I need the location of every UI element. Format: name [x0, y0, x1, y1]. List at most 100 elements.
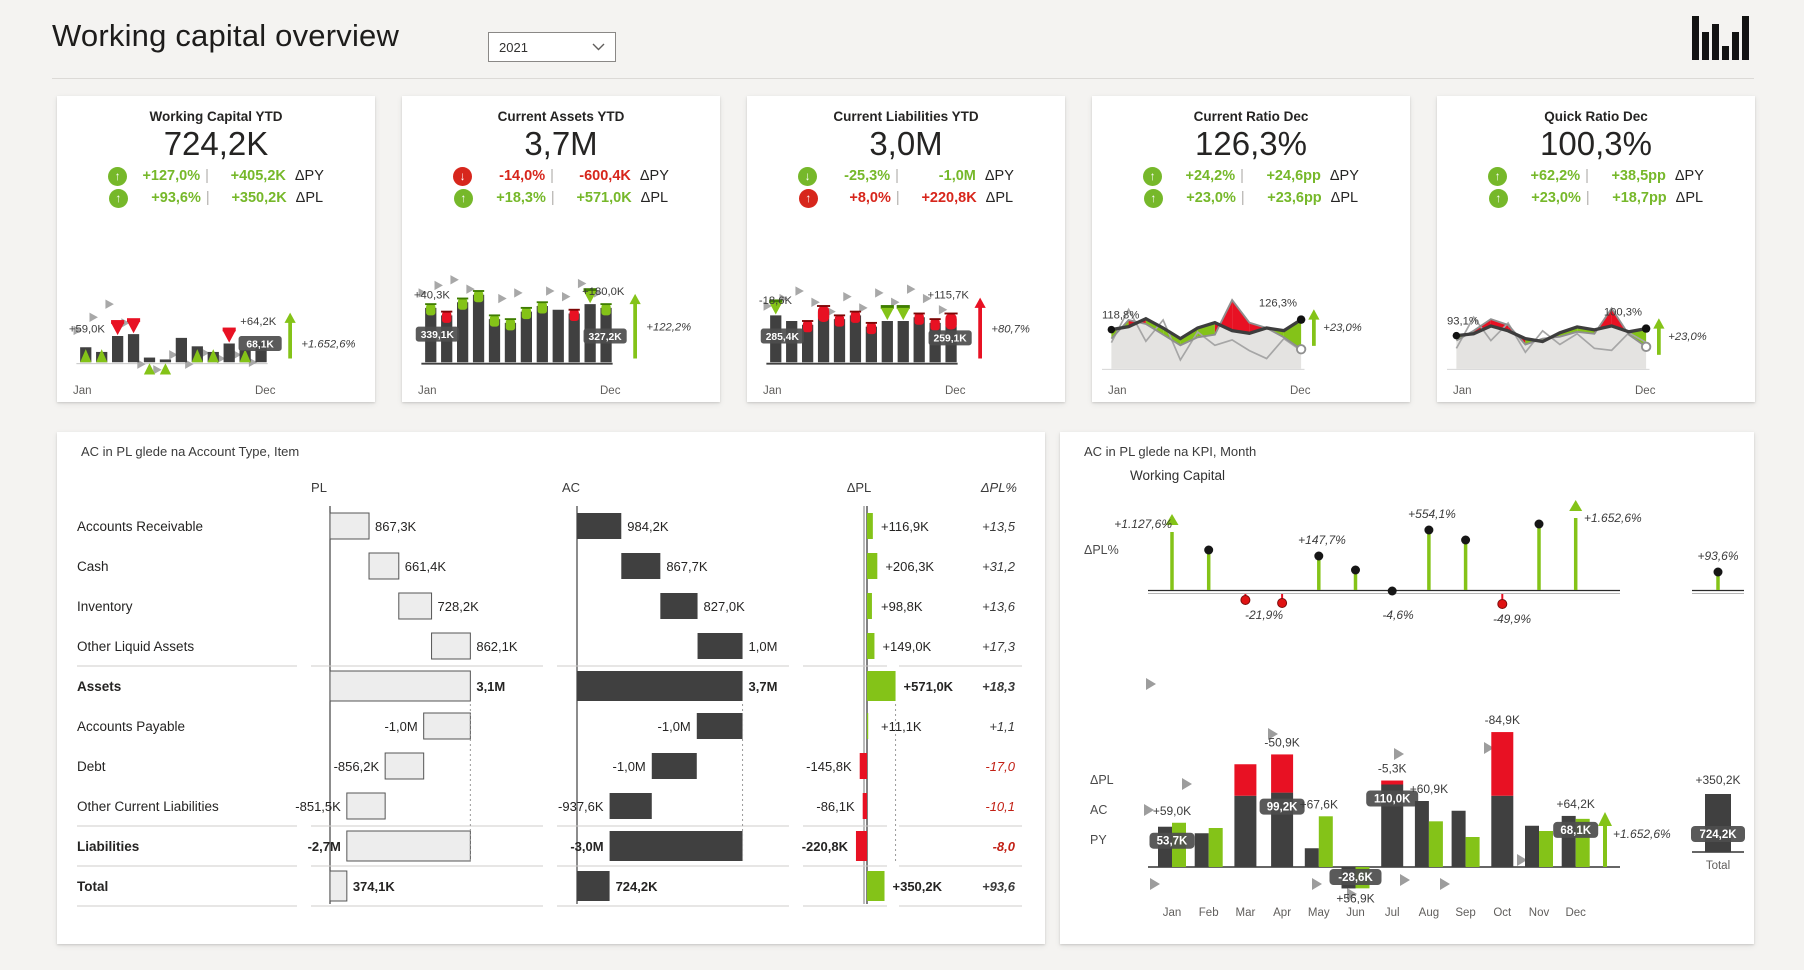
month-label: Dec [1565, 907, 1586, 919]
pl-bar [368, 552, 400, 580]
kpi-separator: | [1585, 190, 1590, 207]
kpi-arrow-up-icon: ↑ [1143, 166, 1163, 186]
value-label: +59,0K [69, 323, 105, 335]
dplpct-value: -8,0 [993, 839, 1016, 854]
ac-bar [881, 321, 893, 363]
dplpct-axis-label: ΔPL% [1084, 543, 1119, 557]
value-label: -50,9K [1264, 735, 1299, 749]
ac-value: -1,0M [613, 759, 646, 774]
trend-percent-label: +23,0% [1668, 331, 1706, 343]
lollipop-dot [1461, 535, 1471, 545]
ratio-line-sparkline: 118,8% 126,3% +23,0% [1102, 297, 1362, 370]
month-label: Feb [1199, 907, 1219, 919]
kpi-percent: +23,0% [1186, 190, 1236, 207]
kpi-absolute: +220,8K [921, 190, 977, 207]
pl-value: -856,2K [334, 759, 380, 774]
py-marker [1394, 748, 1404, 760]
red-cap [802, 321, 813, 333]
dplpct-value: +31,2 [982, 559, 1016, 574]
chart-shape [769, 299, 783, 304]
dpl-bar-positive [867, 553, 878, 579]
ac-bar [802, 324, 814, 363]
pl-bar [398, 592, 433, 620]
kpi-month-panel-subtitle: Working Capital [1130, 468, 1226, 483]
value-label: -5,3K [1378, 762, 1407, 776]
pl-bar [431, 632, 471, 660]
ac-bar [457, 302, 469, 363]
dplpct-value: +18,3 [982, 679, 1016, 694]
total-dpl-label: +350,2K [1695, 773, 1740, 787]
kpi-row: ↑ +127,0% | +405,2K ΔPY [57, 166, 375, 186]
py-marker [434, 280, 443, 291]
month-label: Sep [1455, 907, 1475, 919]
red-cap [569, 309, 579, 321]
year-dropdown[interactable]: 2021 [488, 32, 616, 62]
dpl-bar-positive [1465, 837, 1480, 867]
kpi-absolute: -1,0M [938, 168, 976, 185]
ac-bar [577, 871, 610, 901]
green-funnel-marker [896, 307, 910, 321]
card-kpi-rows: ↓ -25,3% | -1,0M ΔPY ↑ +8,0% | +220,8K ΔPL [747, 166, 1065, 208]
py-marker [89, 312, 98, 322]
trend-arrow-head [284, 312, 296, 323]
kpi-percent: +62,2% [1530, 168, 1581, 185]
kpi-absolute: +24,6pp [1266, 168, 1321, 185]
py-marker [185, 359, 194, 369]
clipped-triangle-marker [1569, 500, 1583, 511]
kpi-delta-label: ΔPL [1675, 190, 1704, 207]
lollipop-dot-zero [1387, 586, 1397, 596]
red-cap [914, 313, 924, 325]
kpi-card-3: Current Liabilities YTD 3,0M ↓ -25,3% | -1,0M… [747, 96, 1065, 402]
ac-value: 984,2K [627, 519, 669, 534]
dplpct-value: -10,1 [985, 799, 1015, 814]
chart-shape [880, 305, 894, 309]
kpi-separator: | [205, 190, 210, 207]
kpi-delta-label: ΔPY [294, 168, 324, 185]
column-header-dplpct: ΔPL% [980, 480, 1017, 495]
py-marker [875, 288, 884, 298]
pl-value: 728,2K [438, 599, 480, 614]
dplpct-value-label: -21,9% [1245, 608, 1283, 622]
dpl-bar-positive [867, 513, 873, 539]
legend-row-label: AC [1090, 803, 1107, 817]
header-divider [52, 78, 1754, 79]
dpl-bar-negative [1271, 754, 1294, 793]
green-cap [601, 304, 611, 316]
py-marker [795, 286, 804, 296]
py-marker [811, 297, 820, 307]
value-label: 93,1% [1447, 315, 1479, 327]
py-marker [466, 284, 475, 294]
logo-bar [1702, 32, 1709, 60]
py-marker [137, 359, 146, 369]
start-dot [1452, 331, 1461, 340]
lollipop-dot-negative [1240, 595, 1251, 605]
ac-bar [651, 753, 697, 779]
ac-bar [697, 633, 743, 659]
trend-percent-label: +80,7% [991, 323, 1029, 335]
dpl-value: +149,0K [882, 639, 931, 654]
py-marker [153, 365, 162, 375]
value-label: -18,6K [759, 295, 793, 307]
month-label: Mar [1235, 907, 1255, 919]
value-label: +64,2K [240, 316, 276, 328]
axis-label-end: Dec [945, 385, 966, 397]
column-header-pl: PL [311, 480, 327, 495]
card-kpi-rows: ↑ +24,2% | +24,6pp ΔPY ↑ +23,0% | +23,6pp ΔPL [1092, 166, 1410, 208]
ac-value: 1,0M [749, 639, 778, 654]
trend-arrow-head [1653, 318, 1665, 329]
kpi-separator: | [1585, 168, 1589, 185]
chevron-down-icon [592, 43, 605, 51]
logo-bar [1742, 16, 1749, 60]
py-marker [73, 325, 82, 336]
ac-bar [817, 311, 830, 363]
value-label: +56,9K [1336, 891, 1374, 905]
month-label: May [1308, 907, 1330, 919]
ac-value: -937,6K [558, 799, 604, 814]
kpi-percent: +127,0% [142, 168, 201, 185]
value-badge [1553, 821, 1599, 838]
kpi-arrow-down-icon: ↓ [798, 166, 818, 186]
py-marker [938, 305, 948, 315]
kpi-month-panel: AC in PL glede na KPI, Month Working Cap… [1060, 432, 1754, 944]
py-marker [1400, 874, 1410, 886]
ac-line [1456, 324, 1647, 344]
